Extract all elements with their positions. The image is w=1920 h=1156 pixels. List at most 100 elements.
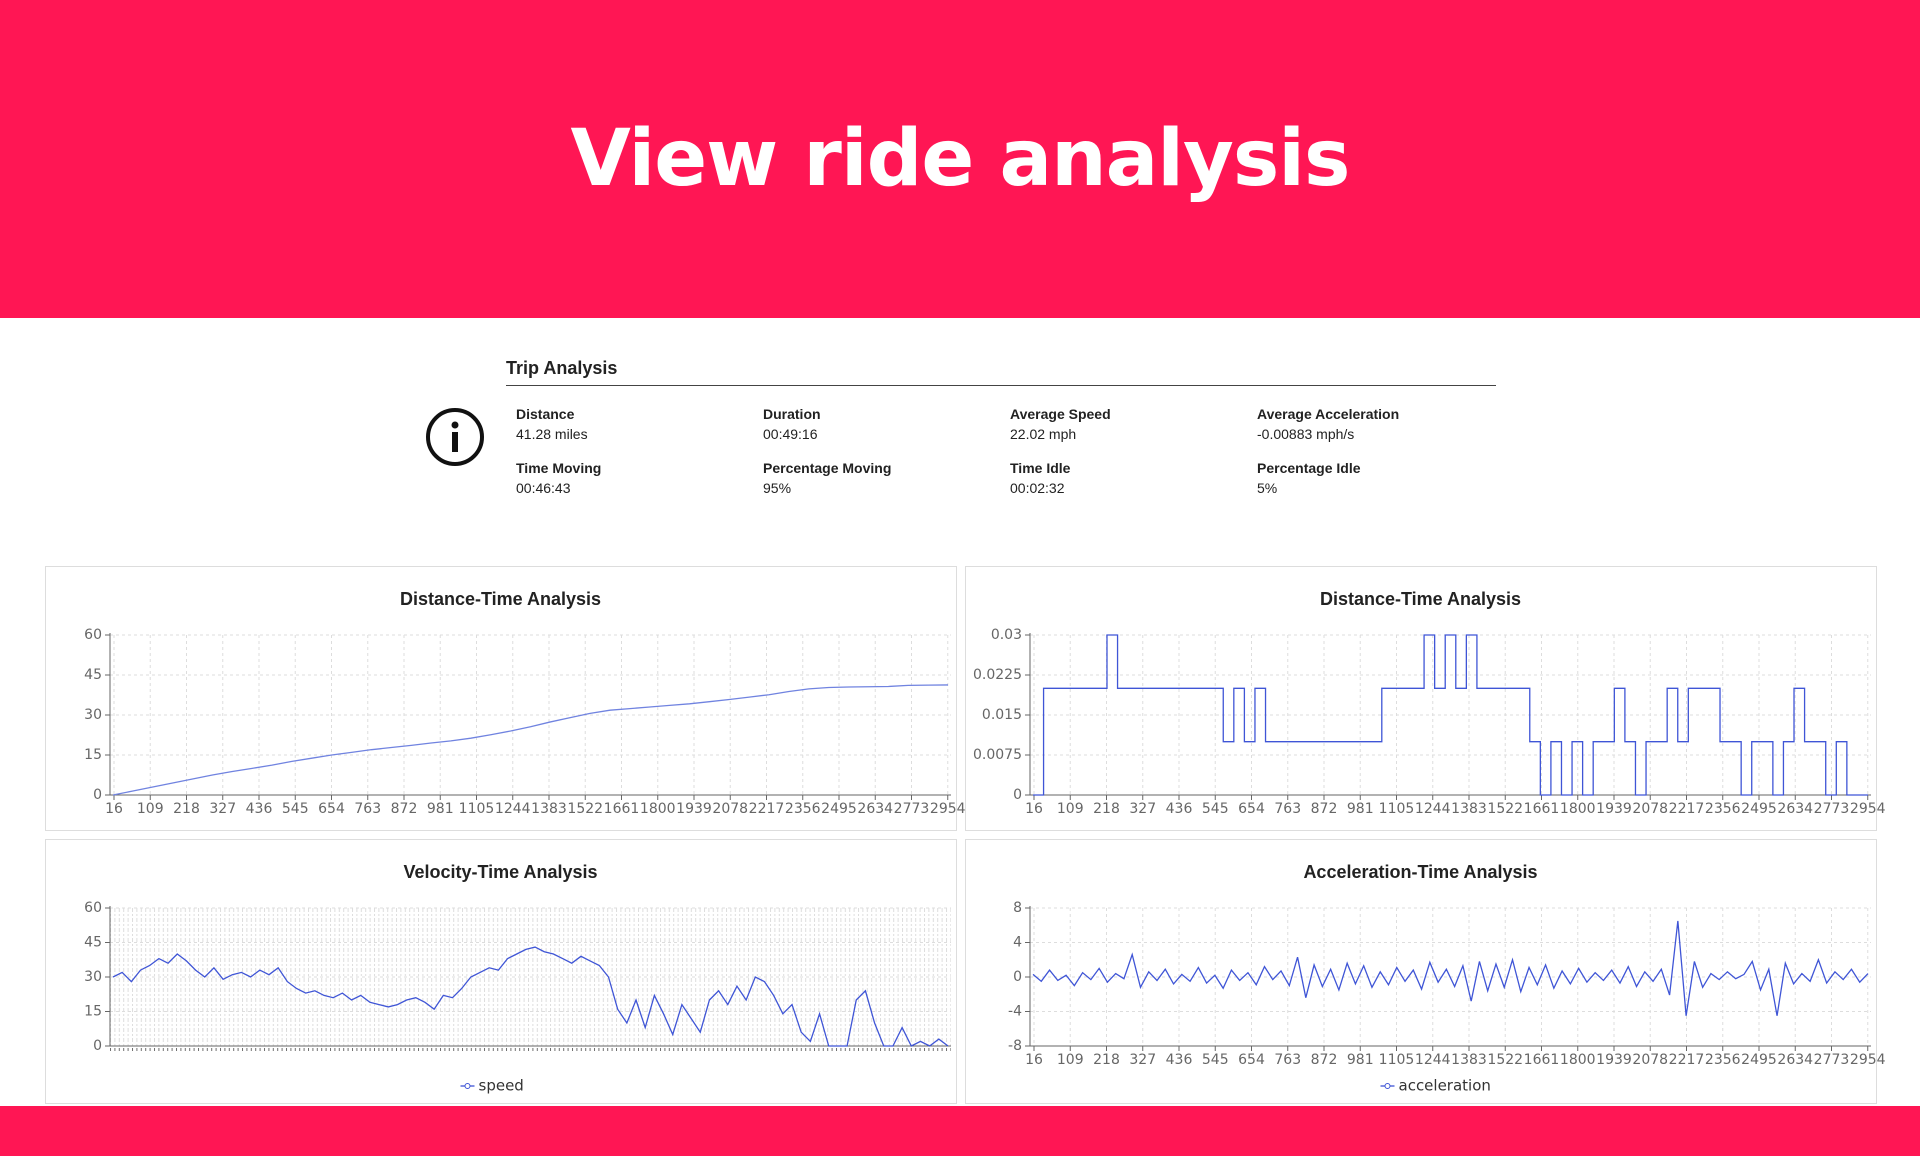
y-tick-label: 45 (84, 667, 102, 683)
x-tick-label: 763 (354, 801, 381, 817)
section-title: Trip Analysis (506, 358, 1496, 386)
x-tick-label: 16 (1025, 1052, 1043, 1068)
x-tick-label: 327 (209, 801, 236, 817)
stat-value: 95% (763, 480, 792, 496)
x-tick-label: 1244 (1415, 801, 1451, 817)
stat: Duration 00:49:16 (763, 406, 1010, 442)
x-tick-label: 1383 (531, 801, 567, 817)
stat-value: 22.02 mph (1010, 426, 1077, 442)
stat-label: Duration (763, 406, 821, 422)
stat-value: -0.00883 mph/s (1257, 426, 1355, 442)
y-tick-label: -8 (1008, 1038, 1022, 1054)
x-tick-label: 2217 (1669, 801, 1705, 817)
x-tick-label: 218 (1093, 801, 1120, 817)
x-tick-label: 2954 (1850, 801, 1886, 817)
stat-value: 00:46:43 (516, 480, 571, 496)
x-tick-label: 109 (1057, 801, 1084, 817)
x-tick-label: 872 (391, 801, 418, 817)
x-tick-label: 1244 (1415, 1052, 1451, 1068)
chart-panel (965, 839, 1877, 1104)
x-tick-label: 872 (1311, 1052, 1338, 1068)
x-tick-label: 872 (1311, 801, 1338, 817)
x-tick-label: 1522 (567, 801, 603, 817)
y-tick-label: 0.0075 (973, 747, 1022, 763)
x-tick-label: 436 (1166, 801, 1193, 817)
series-line (112, 946, 949, 1047)
x-tick-label: 2078 (712, 801, 748, 817)
x-tick-label: 654 (1238, 801, 1265, 817)
x-tick-label: 2356 (1705, 1052, 1741, 1068)
x-tick-label: 545 (282, 801, 309, 817)
x-tick-label: 1105 (1379, 801, 1415, 817)
stat: Time Idle 00:02:32 (1010, 460, 1257, 496)
x-tick-label: 2078 (1632, 1052, 1668, 1068)
x-tick-label: 2954 (930, 801, 966, 817)
x-tick-label: 1105 (1379, 1052, 1415, 1068)
stat-label: Average Speed (1010, 406, 1111, 422)
x-tick-label: 2634 (1777, 801, 1813, 817)
chart-title: Distance-Time Analysis (400, 589, 601, 609)
stat-value: 5% (1257, 480, 1278, 496)
chart-title: Distance-Time Analysis (1320, 589, 1521, 609)
legend-label: speed (479, 1077, 524, 1095)
x-tick-label: 545 (1202, 801, 1229, 817)
x-tick-label: 763 (1274, 1052, 1301, 1068)
y-tick-label: 4 (1013, 935, 1022, 951)
stat: Percentage Moving 95% (763, 460, 1010, 496)
x-tick-label: 2495 (1741, 1052, 1777, 1068)
x-tick-label: 1383 (1451, 1052, 1487, 1068)
y-tick-label: 60 (84, 900, 102, 916)
series-line (1032, 920, 1869, 1016)
series-line (1033, 634, 1868, 796)
stat: Average Acceleration -0.00883 mph/s (1257, 406, 1504, 442)
x-tick-label: 1661 (1524, 1052, 1560, 1068)
x-tick-label: 2773 (1814, 801, 1850, 817)
stat-label: Average Acceleration (1257, 406, 1400, 422)
x-tick-label: 2495 (1741, 801, 1777, 817)
stat-value: 00:02:32 (1010, 480, 1065, 496)
x-tick-label: 1661 (1524, 801, 1560, 817)
y-tick-label: 30 (84, 707, 102, 723)
stat-value: 00:49:16 (763, 426, 818, 442)
page-title: View ride analysis (570, 114, 1351, 204)
legend-marker (1384, 1083, 1391, 1089)
x-tick-label: 2217 (1669, 1052, 1705, 1068)
x-tick-label: 1939 (1596, 1052, 1632, 1068)
x-tick-label: 2217 (749, 801, 785, 817)
series-line (112, 684, 949, 796)
stat: Distance 41.28 miles (516, 406, 763, 442)
x-tick-label: 16 (1025, 801, 1043, 817)
x-tick-label: 981 (1347, 801, 1374, 817)
x-tick-label: 2634 (1777, 1052, 1813, 1068)
stat: Average Speed 22.02 mph (1010, 406, 1257, 442)
x-tick-label: 981 (1347, 1052, 1374, 1068)
stats-grid: Distance 41.28 miles Duration 00:49:16 Avera… (516, 406, 1504, 496)
chart-panel (965, 566, 1877, 831)
x-tick-label: 109 (1057, 1052, 1084, 1068)
y-tick-label: 45 (84, 935, 102, 951)
x-tick-label: 2356 (1705, 801, 1741, 817)
header: View ride analysis (0, 0, 1920, 318)
y-tick-label: 0 (93, 787, 102, 803)
x-tick-label: 436 (1166, 1052, 1193, 1068)
y-tick-label: 0 (93, 1038, 102, 1054)
stat: Percentage Idle 5% (1257, 460, 1504, 496)
stat: Time Moving 00:46:43 (516, 460, 763, 496)
x-tick-label: 2634 (857, 801, 893, 817)
x-tick-label: 1244 (495, 801, 531, 817)
x-tick-label: 327 (1129, 1052, 1156, 1068)
x-tick-label: 1800 (1560, 801, 1596, 817)
y-tick-label: 0.03 (991, 627, 1022, 643)
stat-label: Time Moving (516, 460, 602, 476)
legend-label: acceleration (1399, 1077, 1491, 1095)
chart-title: Acceleration-Time Analysis (1303, 862, 1537, 882)
chart-title: Velocity-Time Analysis (403, 862, 597, 882)
x-tick-label: 2356 (785, 801, 821, 817)
x-tick-label: 545 (1202, 1052, 1229, 1068)
x-tick-label: 2773 (1814, 1052, 1850, 1068)
x-tick-label: 1522 (1487, 801, 1523, 817)
x-tick-label: 109 (137, 801, 164, 817)
info-icon (426, 408, 484, 466)
